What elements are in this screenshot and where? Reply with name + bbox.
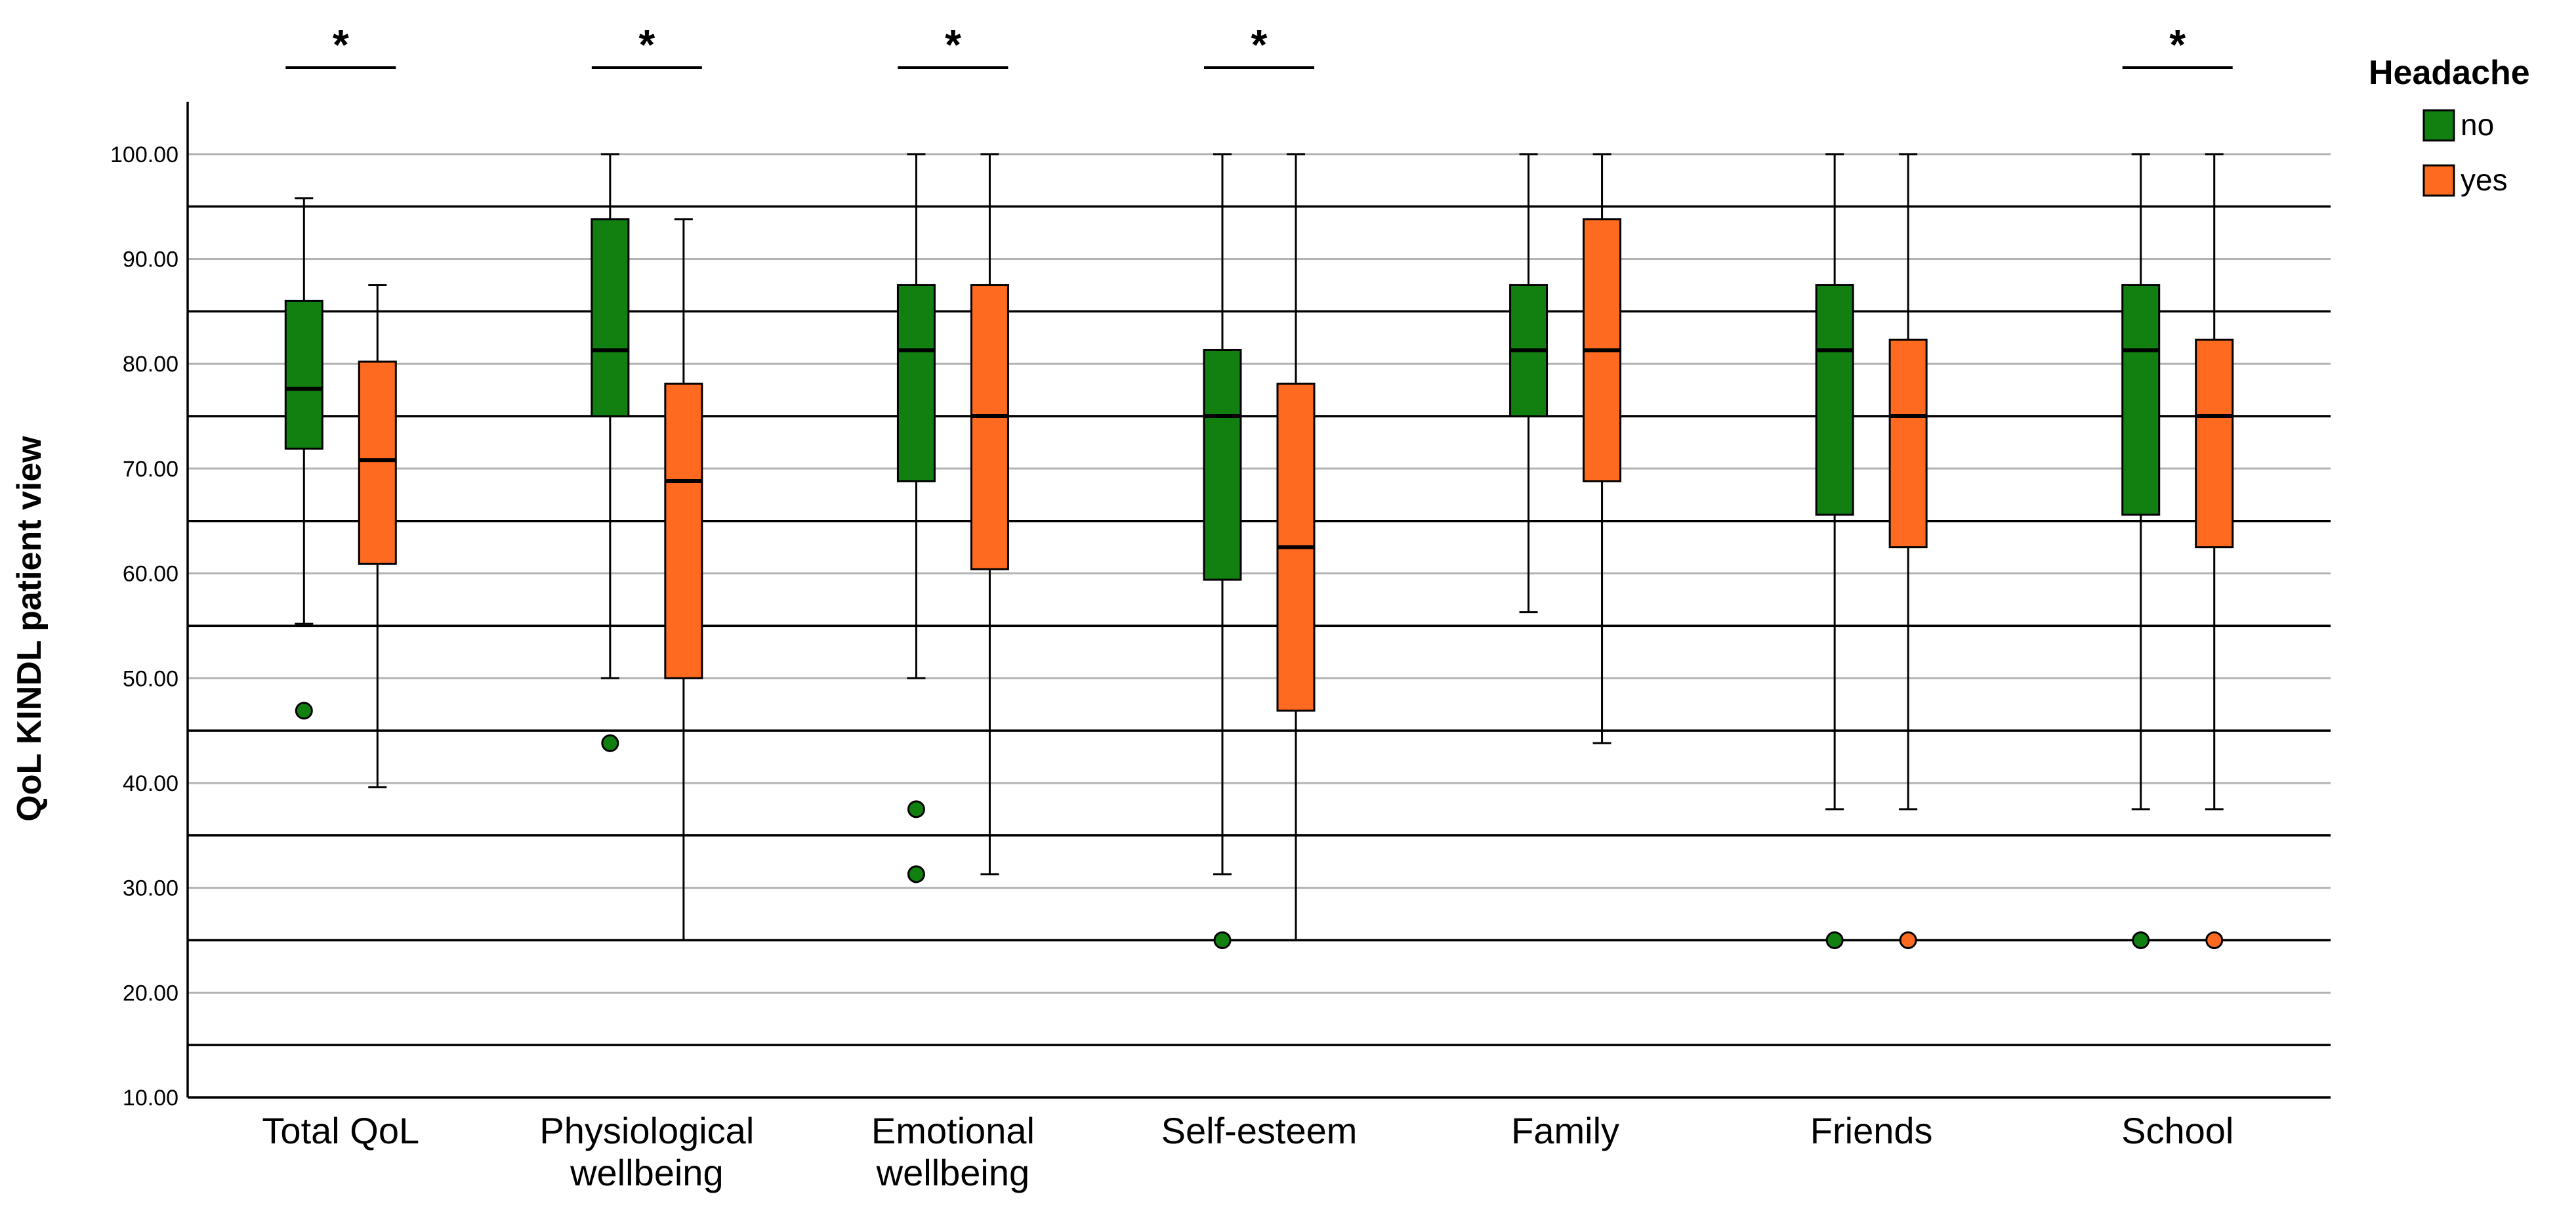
outlier-point: [907, 865, 925, 883]
outlier-point: [1899, 931, 1917, 949]
category-label-line: wellbeing: [876, 1152, 1030, 1193]
axes: [186, 102, 2331, 1099]
y-tick-label: 80.00: [123, 352, 178, 377]
y-tick-label: 10.00: [123, 1086, 178, 1111]
outlier-point: [601, 734, 619, 752]
outlier-point: [1213, 931, 1232, 949]
category-label-line: Friends: [1810, 1110, 1933, 1151]
category-label: School: [2121, 1110, 2233, 1151]
category-label-line: Physiological: [539, 1110, 754, 1151]
y-tick-label: 30.00: [123, 876, 178, 901]
grid-layer: [188, 153, 2331, 1099]
box-no: [591, 218, 630, 417]
box-no: [1815, 284, 1854, 516]
legend-swatch-no: [2422, 109, 2455, 142]
box-yes: [2195, 338, 2234, 549]
box-no: [284, 299, 323, 450]
y-tick-label: 60.00: [123, 562, 178, 587]
category-label-line: Emotional: [871, 1110, 1035, 1151]
legend-label-no: no: [2461, 108, 2494, 142]
legend-swatch-yes: [2422, 164, 2455, 197]
significance-star: *: [638, 21, 655, 68]
box-yes: [970, 284, 1009, 570]
outlier-point: [1825, 931, 1844, 949]
outlier-point: [295, 702, 313, 720]
y-tick-label: 50.00: [123, 666, 178, 691]
outlier-point: [907, 800, 925, 818]
legend-title: Headache: [2369, 54, 2530, 92]
reference-lines: [188, 205, 2331, 1046]
y-tick-label: 70.00: [123, 457, 178, 482]
category-label-line: School: [2121, 1110, 2233, 1151]
significance-markers: * * * * *: [285, 21, 2233, 69]
y-tick-label: 20.00: [123, 981, 178, 1006]
boxes: [284, 153, 2234, 949]
category-label: Total QoL: [262, 1110, 419, 1151]
significance-star: *: [1251, 21, 1268, 68]
category-label: Family: [1511, 1110, 1619, 1151]
box-no: [2121, 284, 2161, 516]
category-label-line: Family: [1511, 1110, 1619, 1151]
category-label-line: Self-esteem: [1161, 1110, 1358, 1151]
category-label: Emotional wellbeing: [871, 1110, 1035, 1193]
outlier-point: [2205, 931, 2224, 949]
box-no: [1203, 349, 1242, 581]
legend: Headache no yes: [2369, 54, 2530, 197]
significance-star: *: [945, 21, 961, 68]
category-label: Physiological wellbeing: [539, 1110, 754, 1193]
box-yes: [1888, 338, 1928, 549]
category-label-line: wellbeing: [570, 1152, 724, 1193]
category-label: Self-esteem: [1161, 1110, 1358, 1151]
y-axis-label: QoL KINDL patient view: [10, 436, 49, 822]
category-label: Friends: [1810, 1110, 1933, 1151]
significance-star: *: [2169, 21, 2186, 68]
category-label-line: Total QoL: [262, 1110, 419, 1151]
y-tick-label: 100.00: [110, 142, 178, 167]
box-no: [896, 284, 936, 482]
outlier-point: [2132, 931, 2150, 949]
y-tick-label: 90.00: [123, 247, 178, 272]
legend-label-yes: yes: [2461, 163, 2508, 197]
y-tick-label: 40.00: [123, 771, 178, 796]
labels: 10.00 20.00 30.00 40.00 50.00 60.00 70.00 80.00…: [110, 142, 2233, 1193]
box-yes: [358, 360, 397, 565]
significance-star: *: [333, 21, 349, 68]
box-yes: [664, 383, 703, 679]
